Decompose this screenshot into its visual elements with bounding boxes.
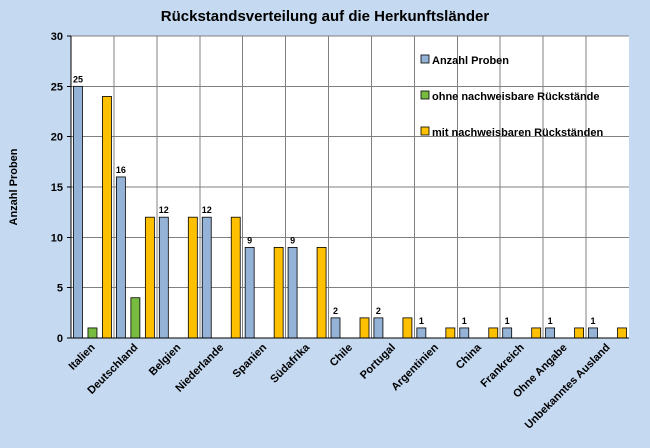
data-label: 12 [159,205,169,215]
bar-2 [144,216,155,339]
bar-2 [488,327,499,339]
y-tick-label: 20 [51,132,63,144]
y-tick-label: 10 [51,232,63,244]
bar-0 [244,246,255,339]
legend-label: Anzahl Proben [432,55,509,67]
data-label: 2 [376,306,381,316]
bar-2 [316,246,327,339]
y-tick-label: 15 [51,182,63,194]
bar-1 [130,297,141,339]
y-tick-label: 0 [57,333,63,345]
bar-2 [273,246,284,339]
bar-0 [373,317,384,339]
data-label: 9 [290,235,295,245]
bar-2 [445,327,456,339]
data-label: 1 [419,316,424,326]
bar-0 [502,327,513,339]
bar-1 [87,327,98,339]
x-tick-label: Spanien [231,341,270,380]
y-tick-label: 25 [51,81,63,93]
bar-2 [531,327,542,339]
data-label: 1 [505,316,510,326]
bar-0 [158,216,169,339]
x-tick-label: Chile [328,342,356,370]
data-label: 1 [548,316,553,326]
bar-0 [330,317,341,339]
x-tick-label: Südafrika [268,341,313,386]
data-label: 9 [247,235,252,245]
bar-2 [102,96,112,339]
bar-2 [574,327,585,339]
bar-0 [115,176,126,339]
bar-2 [230,216,241,339]
data-label: 16 [116,165,126,175]
data-label: 12 [202,205,212,215]
legend-label: ohne nachweisbare Rückstände [432,91,600,103]
x-tick-label: Italien [67,341,98,372]
grid [71,35,629,338]
bar-0 [201,216,212,339]
chart-title: Rückstandsverteilung auf die Herkunftslä… [161,8,490,25]
legend-swatch [420,126,430,136]
data-label: 1 [591,316,596,326]
bar-0 [459,327,470,339]
x-tick-label: Unbekanntes Ausland [523,342,613,432]
x-tick-label: Portugal [358,342,398,382]
y-tick-label: 30 [51,31,63,43]
legend: Anzahl Proben ohne nachweisbare Rückständ… [420,54,603,139]
y-axis-label: Anzahl Proben [8,148,20,225]
legend-swatch [420,90,430,100]
bar-2 [187,216,198,339]
bar-0 [73,85,83,339]
x-tick-label: Belgien [147,341,184,378]
x-tick-label: China [454,341,485,372]
legend-swatch [420,54,430,64]
y-tick-label: 5 [57,283,63,295]
bar-0 [545,327,556,339]
bar-0 [416,327,427,339]
data-label: 25 [73,74,83,84]
bar-2 [402,317,413,339]
data-label: 1 [462,316,467,326]
bar-0 [588,327,598,339]
data-label: 2 [333,306,338,316]
bar-2 [359,317,370,339]
legend-label: mit nachweisbaren Rückständen [432,127,603,139]
bar-2 [617,327,627,339]
bar-0 [287,246,298,339]
